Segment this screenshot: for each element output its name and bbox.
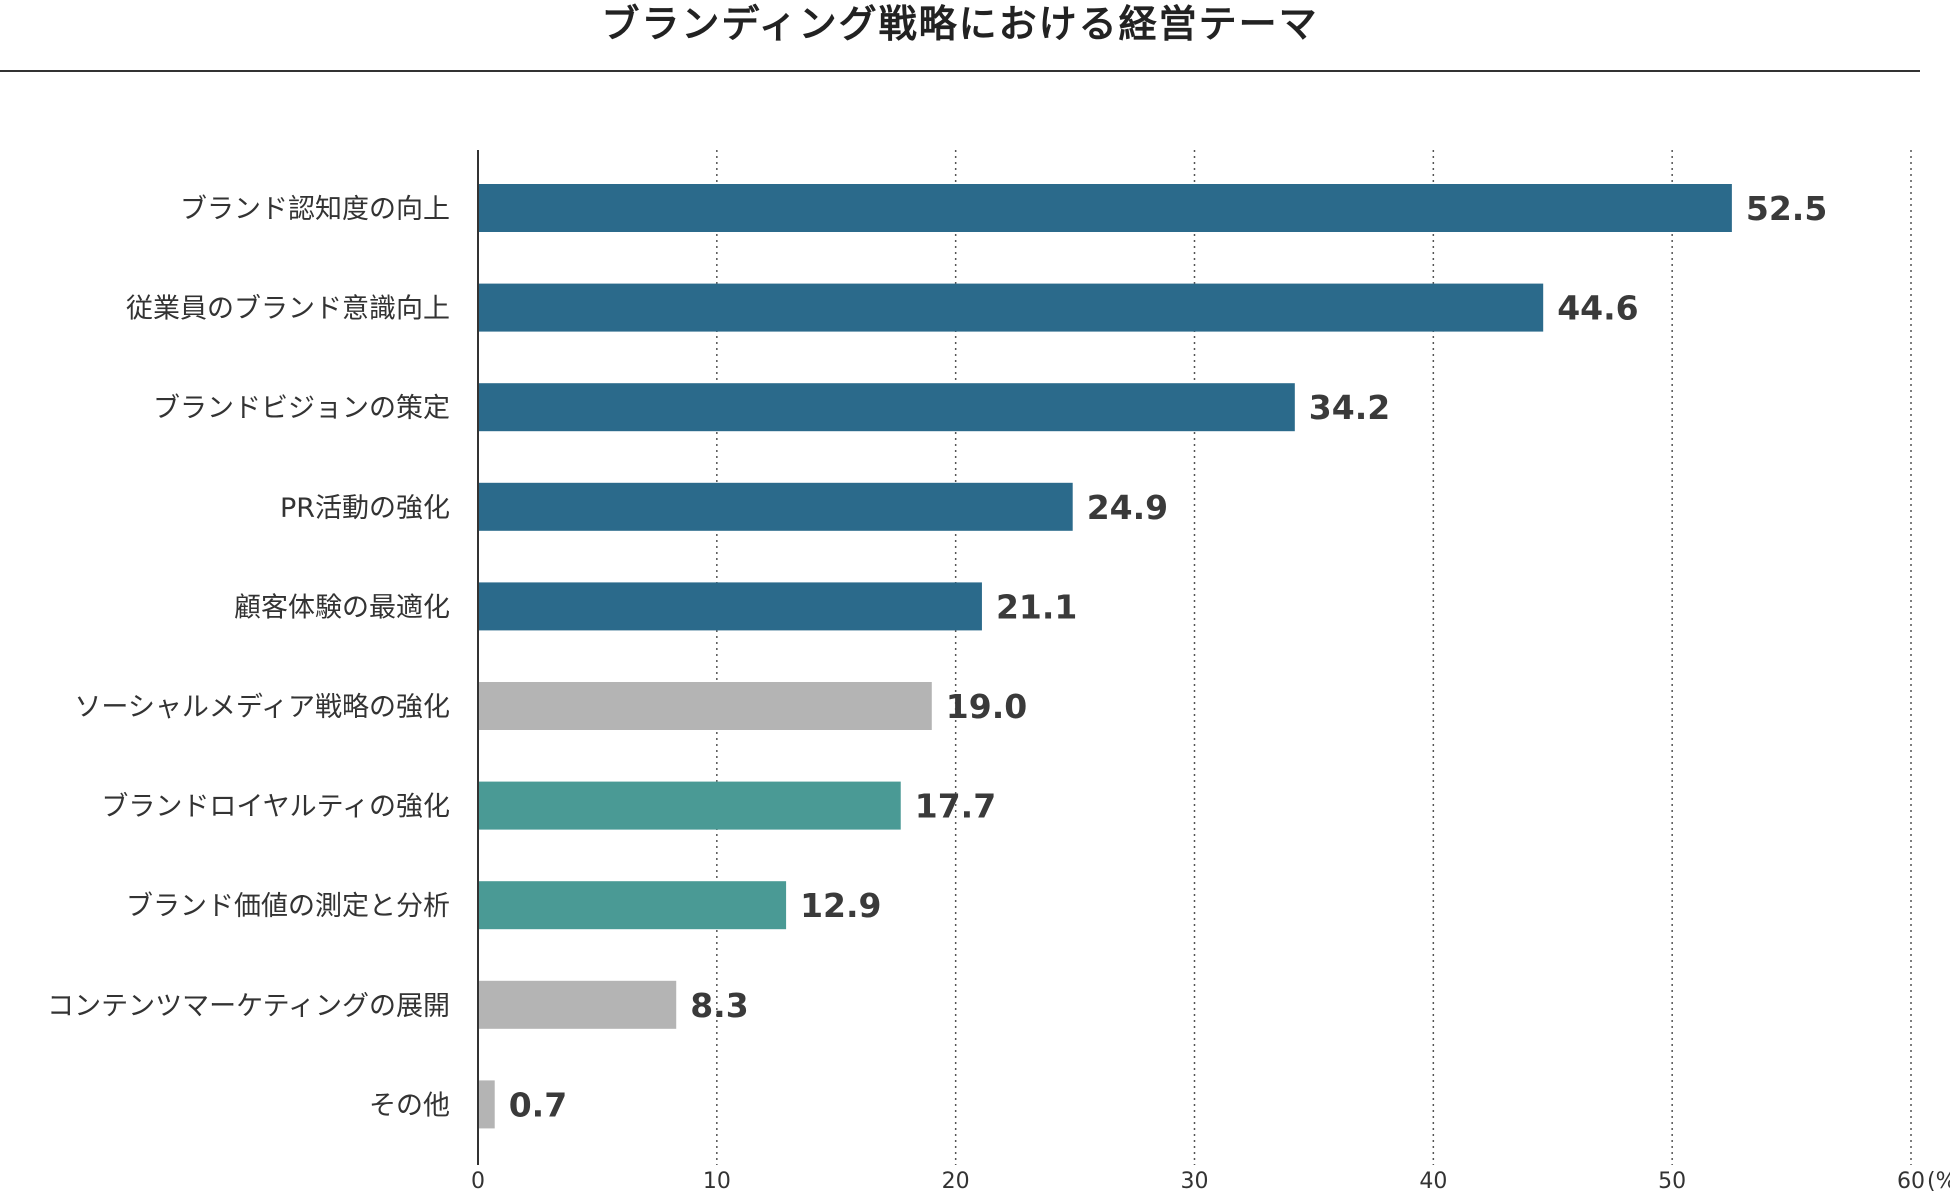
x-tick-label: 50 (1658, 1169, 1686, 1192)
value-label: 17.7 (915, 787, 996, 826)
x-tick-label: 30 (1181, 1169, 1209, 1192)
chart-title: ブランディング戦略における経営テーマ (601, 2, 1319, 46)
category-label: 顧客体験の最適化 (234, 592, 450, 623)
category-label: コンテンツマーケティングの展開 (47, 991, 450, 1022)
x-tick-label: 60 (1897, 1169, 1925, 1192)
value-label: 24.9 (1087, 488, 1168, 527)
value-label: 44.6 (1557, 289, 1638, 328)
x-tick-label: 10 (703, 1169, 731, 1192)
x-tick-label: 40 (1419, 1169, 1447, 1192)
category-label: ブランドロイヤルティの強化 (101, 792, 450, 823)
category-label: 従業員のブランド意識向上 (126, 294, 450, 325)
category-label: ソーシャルメディア戦略の強化 (74, 692, 450, 723)
title-divider (0, 70, 1920, 72)
bar (478, 283, 1544, 332)
bars (478, 184, 1732, 1129)
value-label: 21.1 (996, 587, 1077, 626)
bar (478, 781, 901, 830)
category-label: ブランドビジョンの策定 (153, 393, 450, 424)
bar (478, 881, 787, 930)
bar (478, 980, 677, 1029)
category-label: その他 (369, 1090, 450, 1121)
bar (478, 1080, 495, 1129)
category-label: PR活動の強化 (280, 493, 450, 524)
x-tick-label: 20 (942, 1169, 970, 1192)
category-label: ブランド価値の測定と分析 (126, 891, 450, 922)
bar (478, 383, 1295, 432)
labels: 0 10 20 30 40 50 60(%) ブランド認知度の向上 52.5 従業員のブランド意識… (47, 189, 1950, 1192)
bar (478, 184, 1732, 232)
x-tick-label: 0 (471, 1169, 485, 1192)
value-label: 12.9 (800, 886, 881, 925)
value-label: 8.3 (690, 986, 748, 1025)
bar (478, 682, 932, 730)
value-label: 0.7 (509, 1085, 567, 1124)
x-unit-label: (%) (1927, 1169, 1950, 1192)
bar (478, 582, 982, 631)
category-label: ブランド認知度の向上 (180, 194, 450, 225)
bar (478, 482, 1073, 531)
value-label: 34.2 (1309, 388, 1390, 427)
value-label: 52.5 (1746, 189, 1827, 228)
value-label: 19.0 (946, 687, 1027, 726)
